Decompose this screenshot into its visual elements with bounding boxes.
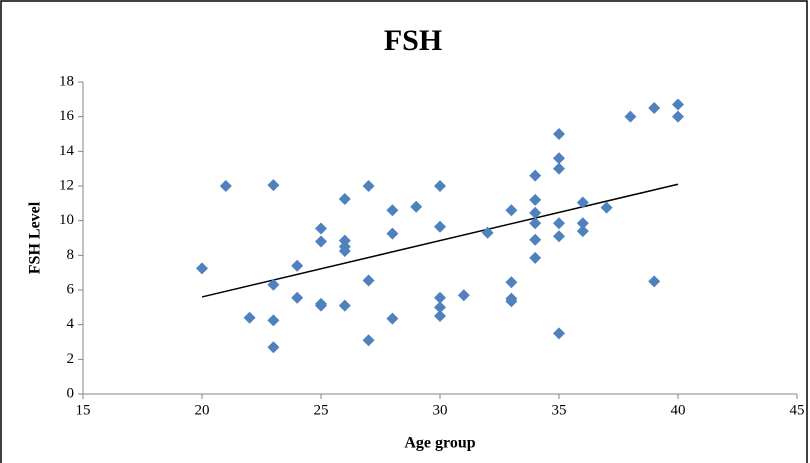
point (386, 204, 399, 217)
point (267, 314, 280, 327)
x-tick-label: 45 (790, 402, 805, 418)
point (386, 227, 399, 240)
point (553, 152, 565, 165)
point (672, 98, 684, 111)
point (576, 217, 589, 230)
chart-title: FSH (384, 24, 442, 57)
point (434, 310, 446, 322)
point (219, 180, 232, 192)
point (648, 275, 661, 288)
point (386, 312, 399, 325)
point (434, 180, 446, 192)
y-tick-label: 6 (67, 281, 75, 297)
point (529, 193, 542, 206)
point (529, 206, 542, 219)
point (362, 180, 375, 192)
point (434, 301, 446, 314)
y-tick-label: 16 (59, 108, 75, 124)
x-tick-label: 30 (433, 402, 448, 418)
point (553, 230, 565, 243)
point (576, 196, 589, 209)
point (553, 128, 565, 140)
point (338, 299, 351, 312)
y-tick-label: 12 (59, 177, 74, 193)
point (315, 222, 327, 235)
point (315, 235, 327, 248)
point (362, 274, 375, 287)
point (481, 226, 494, 239)
y-tick-label: 4 (67, 316, 75, 332)
point (505, 276, 518, 289)
point (529, 251, 542, 264)
point (338, 234, 351, 247)
point (648, 102, 661, 114)
point (291, 259, 304, 272)
point (505, 204, 518, 217)
point (672, 110, 684, 123)
point (267, 341, 280, 354)
point (243, 311, 256, 324)
x-axis-title: Age group (404, 435, 475, 452)
point (553, 327, 565, 340)
point (434, 220, 446, 233)
point (362, 334, 375, 347)
point (600, 201, 613, 214)
point (267, 278, 280, 291)
point (291, 291, 304, 304)
x-tick-label: 40 (671, 402, 686, 418)
point (410, 200, 423, 213)
y-axis-title: FSH Level (27, 201, 44, 274)
trendline (201, 183, 679, 298)
point (338, 193, 351, 205)
x-tick-label: 15 (76, 402, 91, 418)
point (434, 291, 446, 304)
point (315, 299, 327, 312)
y-tick-label: 8 (67, 247, 75, 263)
point (338, 245, 351, 257)
point (553, 217, 565, 230)
y-tick-label: 10 (59, 212, 74, 228)
y-tick-label: 14 (59, 143, 75, 159)
point (457, 289, 470, 302)
y-tick-label: 0 (67, 385, 75, 401)
y-tick-label: 2 (67, 351, 75, 367)
x-tick-label: 35 (552, 402, 567, 418)
x-tick-label: 25 (314, 402, 329, 418)
point (553, 162, 565, 175)
point (196, 262, 208, 275)
point (505, 295, 518, 308)
point (624, 110, 637, 123)
point (576, 225, 589, 238)
point (529, 217, 542, 230)
point (529, 233, 542, 246)
y-tick-label: 18 (59, 73, 74, 89)
point (529, 169, 542, 182)
point (267, 179, 280, 192)
x-tick-label: 20 (195, 402, 210, 418)
